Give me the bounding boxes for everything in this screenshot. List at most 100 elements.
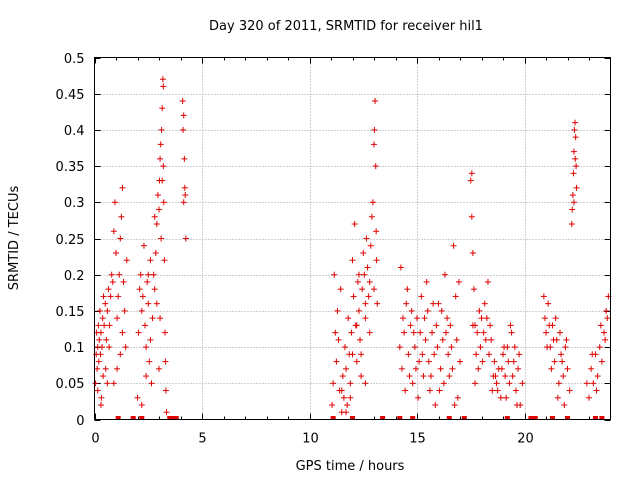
- data-point: [475, 365, 482, 372]
- data-point: [414, 315, 420, 322]
- data-point: [151, 286, 158, 293]
- x-tick-label: 20: [517, 432, 534, 447]
- data-point: [484, 278, 491, 285]
- data-point: [138, 307, 145, 314]
- data-point: [570, 148, 577, 155]
- data-point: [447, 322, 454, 329]
- data-point: [404, 286, 411, 293]
- data-point: [115, 293, 122, 300]
- data-point: [363, 235, 370, 242]
- data-point: [598, 358, 605, 365]
- data-point: [503, 394, 510, 401]
- data-point: [98, 394, 105, 401]
- data-point: [122, 344, 129, 351]
- y-tick-label: 0.5: [64, 52, 85, 67]
- data-point: [540, 293, 547, 300]
- y-tick-label: 0.1: [64, 341, 85, 356]
- data-point: [156, 365, 162, 372]
- data-point: [505, 358, 512, 365]
- data-point: [159, 177, 166, 184]
- data-point: [573, 163, 580, 170]
- data-point: [541, 315, 548, 322]
- data-point: [472, 380, 479, 387]
- data-point: [104, 307, 111, 314]
- data-point: [100, 293, 107, 300]
- zero-marker: [139, 416, 145, 420]
- zero-marker: [549, 416, 555, 420]
- data-point: [478, 315, 485, 322]
- zero-marker: [599, 416, 605, 420]
- data-point: [432, 402, 439, 409]
- data-point: [419, 351, 426, 358]
- data-point: [135, 329, 142, 336]
- data-point: [438, 307, 445, 314]
- data-point: [110, 380, 117, 387]
- data-point: [427, 373, 434, 380]
- data-point: [151, 213, 158, 220]
- data-point: [453, 336, 460, 343]
- data-point: [157, 141, 164, 148]
- data-point: [513, 402, 520, 409]
- data-point: [563, 336, 570, 343]
- data-point: [451, 402, 458, 409]
- data-point: [331, 271, 338, 278]
- data-point: [120, 278, 127, 285]
- data-point: [604, 315, 611, 322]
- data-point: [590, 380, 597, 387]
- plot-frame: [94, 57, 611, 420]
- data-point: [470, 286, 477, 293]
- data-point: [364, 264, 371, 271]
- data-point: [572, 119, 579, 126]
- data-point: [477, 344, 484, 351]
- data-point: [180, 126, 187, 133]
- data-point: [341, 344, 348, 351]
- data-point: [572, 155, 579, 162]
- data-point: [156, 206, 162, 213]
- data-point: [121, 307, 128, 314]
- data-point: [146, 358, 153, 365]
- data-point: [117, 351, 124, 358]
- data-point: [551, 358, 558, 365]
- data-point: [362, 300, 369, 307]
- data-point: [106, 322, 113, 329]
- data-point: [150, 271, 157, 278]
- data-point: [99, 315, 106, 322]
- data-point: [449, 365, 456, 372]
- data-point: [497, 394, 504, 401]
- data-point: [101, 322, 108, 329]
- data-point: [593, 387, 600, 394]
- data-point: [410, 329, 417, 336]
- zero-marker: [380, 416, 386, 420]
- chart-title: Day 320 of 2011, SRMTID for receiver hil…: [209, 19, 483, 34]
- data-point: [96, 336, 103, 343]
- data-point: [424, 307, 431, 314]
- data-point: [179, 97, 186, 104]
- data-point: [489, 387, 496, 394]
- data-point: [429, 329, 436, 336]
- data-point: [511, 344, 518, 351]
- data-point: [597, 322, 604, 329]
- data-point: [337, 286, 344, 293]
- data-point: [468, 213, 475, 220]
- data-point: [103, 336, 110, 343]
- data-point: [443, 329, 450, 336]
- data-point: [157, 155, 164, 162]
- data-point: [134, 394, 141, 401]
- data-point: [330, 380, 337, 387]
- data-point: [373, 257, 380, 264]
- data-point: [560, 373, 567, 380]
- data-point: [345, 315, 352, 322]
- zero-marker: [173, 416, 179, 420]
- data-point: [163, 409, 170, 416]
- data-point: [113, 249, 119, 256]
- data-point: [448, 344, 455, 351]
- data-point: [573, 184, 580, 191]
- data-point: [181, 184, 188, 191]
- data-point: [111, 199, 118, 206]
- data-point: [554, 394, 561, 401]
- data-point: [362, 380, 369, 387]
- data-point: [400, 315, 407, 322]
- data-point: [181, 155, 188, 162]
- data-point: [417, 329, 424, 336]
